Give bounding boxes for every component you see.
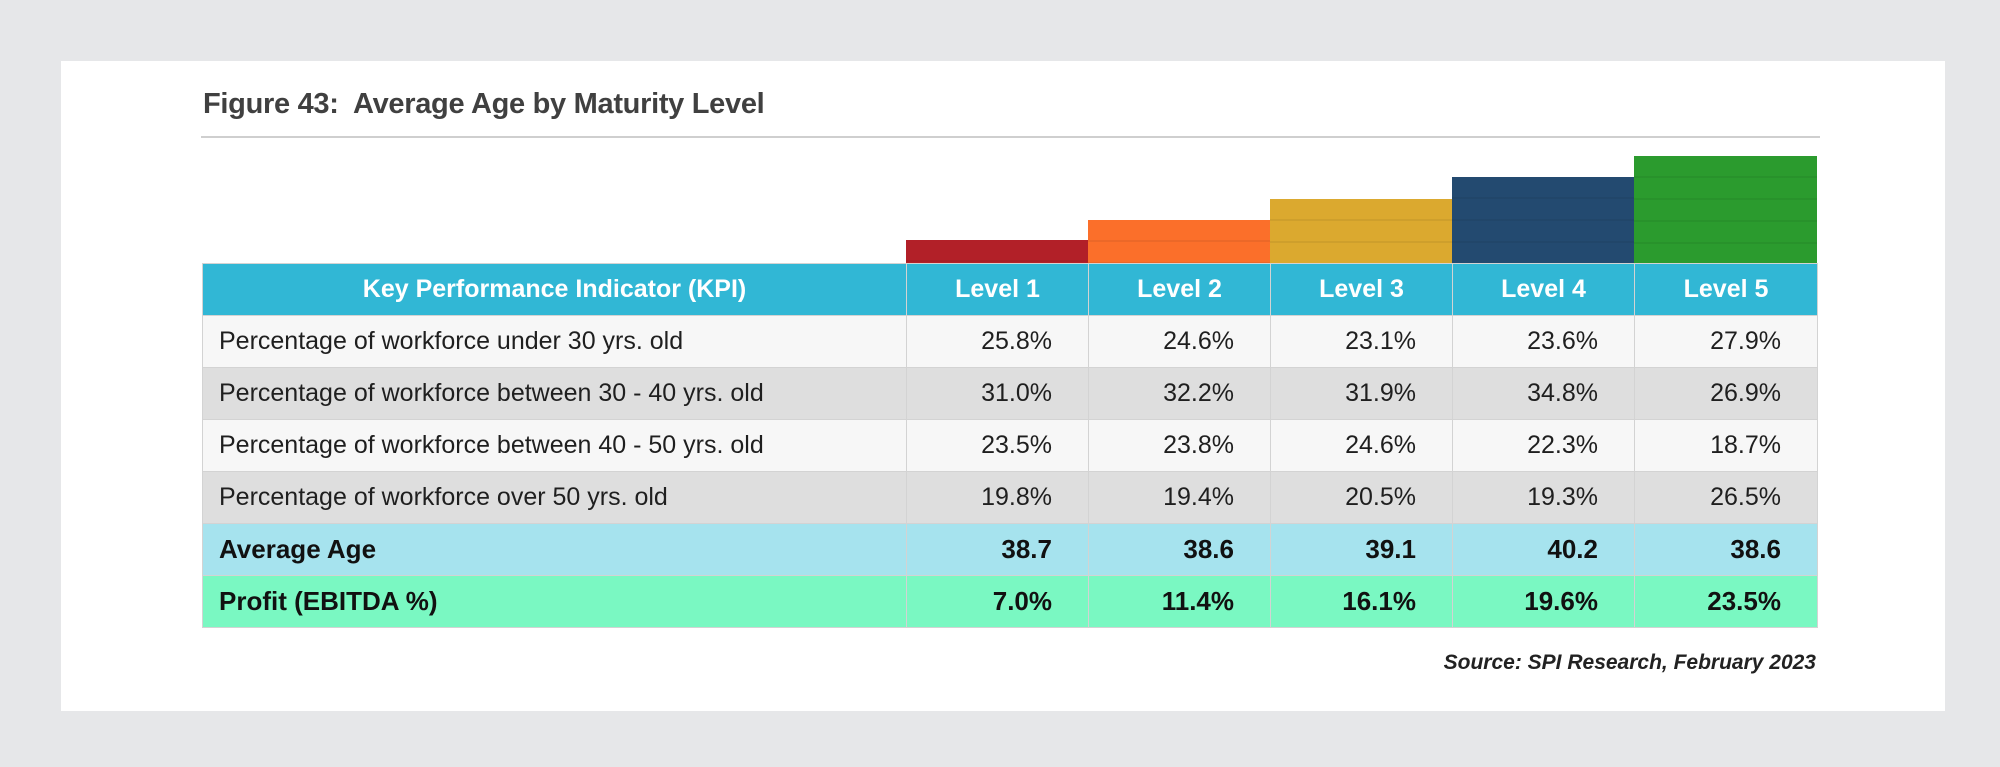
header-kpi: Key Performance Indicator (KPI) <box>202 263 907 316</box>
row-label: Percentage of workforce between 30 - 40 … <box>202 367 907 420</box>
level-4-step <box>1452 177 1634 263</box>
row-label: Profit (EBITDA %) <box>202 575 907 628</box>
cell-value: 34.8% <box>1452 367 1635 420</box>
level-1-step <box>906 240 1088 263</box>
row-label: Percentage of workforce under 30 yrs. ol… <box>202 315 907 368</box>
header-level-5: Level 5 <box>1634 263 1818 316</box>
level-2-step <box>1088 220 1270 263</box>
cell-value: 25.8% <box>906 315 1089 368</box>
header-level-1: Level 1 <box>906 263 1089 316</box>
cell-value: 26.9% <box>1634 367 1818 420</box>
cell-value: 18.7% <box>1634 419 1818 472</box>
cell-value: 19.4% <box>1088 471 1271 524</box>
cell-value: 19.3% <box>1452 471 1635 524</box>
table-row: Percentage of workforce between 40 - 50 … <box>202 419 1818 472</box>
cell-value: 31.0% <box>906 367 1089 420</box>
row-label: Percentage of workforce between 40 - 50 … <box>202 419 907 472</box>
cell-value: 27.9% <box>1634 315 1818 368</box>
source-note: Source: SPI Research, February 2023 <box>1443 651 1816 674</box>
cell-value: 16.1% <box>1270 575 1453 628</box>
cell-value: 23.5% <box>1634 575 1818 628</box>
header-level-3: Level 3 <box>1270 263 1453 316</box>
level-3-step <box>1270 199 1452 263</box>
table-row: Percentage of workforce under 30 yrs. ol… <box>202 315 1818 368</box>
figure-title: Figure 43: Average Age by Maturity Level <box>203 88 765 120</box>
cell-value: 38.6 <box>1634 523 1818 576</box>
table-row: Percentage of workforce over 50 yrs. old… <box>202 471 1818 524</box>
cell-value: 24.6% <box>1088 315 1271 368</box>
cell-value: 20.5% <box>1270 471 1453 524</box>
cell-value: 19.6% <box>1452 575 1635 628</box>
cell-value: 19.8% <box>906 471 1089 524</box>
cell-value: 11.4% <box>1088 575 1271 628</box>
profit-row: Profit (EBITDA %) 7.0% 11.4% 16.1% 19.6%… <box>202 575 1818 628</box>
header-level-4: Level 4 <box>1452 263 1635 316</box>
row-label: Average Age <box>202 523 907 576</box>
table-header-row: Key Performance Indicator (KPI) Level 1 … <box>202 263 1818 316</box>
cell-value: 7.0% <box>906 575 1089 628</box>
cell-value: 39.1 <box>1270 523 1453 576</box>
cell-value: 31.9% <box>1270 367 1453 420</box>
average-age-row: Average Age 38.7 38.6 39.1 40.2 38.6 <box>202 523 1818 576</box>
cell-value: 38.7 <box>906 523 1089 576</box>
kpi-table: Key Performance Indicator (KPI) Level 1 … <box>202 263 1818 628</box>
level-5-step <box>1634 156 1817 263</box>
cell-value: 23.1% <box>1270 315 1453 368</box>
cell-value: 23.5% <box>906 419 1089 472</box>
cell-value: 40.2 <box>1452 523 1635 576</box>
cell-value: 26.5% <box>1634 471 1818 524</box>
cell-value: 32.2% <box>1088 367 1271 420</box>
cell-value: 22.3% <box>1452 419 1635 472</box>
cell-value: 38.6 <box>1088 523 1271 576</box>
title-divider <box>201 136 1820 138</box>
table-row: Percentage of workforce between 30 - 40 … <box>202 367 1818 420</box>
row-label: Percentage of workforce over 50 yrs. old <box>202 471 907 524</box>
header-level-2: Level 2 <box>1088 263 1271 316</box>
cell-value: 23.8% <box>1088 419 1271 472</box>
cell-value: 24.6% <box>1270 419 1453 472</box>
cell-value: 23.6% <box>1452 315 1635 368</box>
